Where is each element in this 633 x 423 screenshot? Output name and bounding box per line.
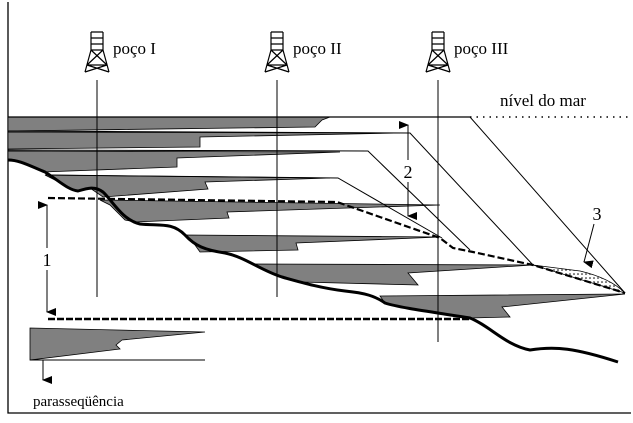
- parasequence-wedge: [29, 327, 206, 361]
- wedge-8: [379, 293, 626, 319]
- oil-derrick-icon: [84, 31, 110, 73]
- oil-derrick-icon: [425, 31, 451, 73]
- wedge-2: [7, 131, 401, 150]
- wedges: [7, 116, 626, 319]
- label-1: 1: [43, 250, 52, 270]
- wedge-1: [7, 116, 331, 132]
- parasequence-label: parasseqüência: [33, 394, 124, 410]
- wedge-4: [44, 174, 331, 198]
- basement-surface: [7, 158, 619, 364]
- arrow-3: [583, 223, 595, 269]
- sea-level-label: nível do mar: [500, 91, 586, 110]
- wedge-5: [99, 199, 441, 223]
- well-label-1: poço I: [113, 39, 156, 58]
- wedge-3: [7, 150, 341, 173]
- clinoform-3: [7, 149, 471, 251]
- well-label-3: poço III: [454, 39, 509, 58]
- sequence-boundary-dashed: [47, 196, 626, 295]
- label-2: 2: [404, 162, 413, 182]
- clinoform-1: [330, 116, 626, 294]
- wedge-6: [184, 234, 441, 253]
- oil-derrick-icon: [264, 31, 290, 73]
- label-3: 3: [593, 204, 602, 224]
- well-label-2: poço II: [293, 39, 342, 58]
- well-lines: [96, 80, 439, 342]
